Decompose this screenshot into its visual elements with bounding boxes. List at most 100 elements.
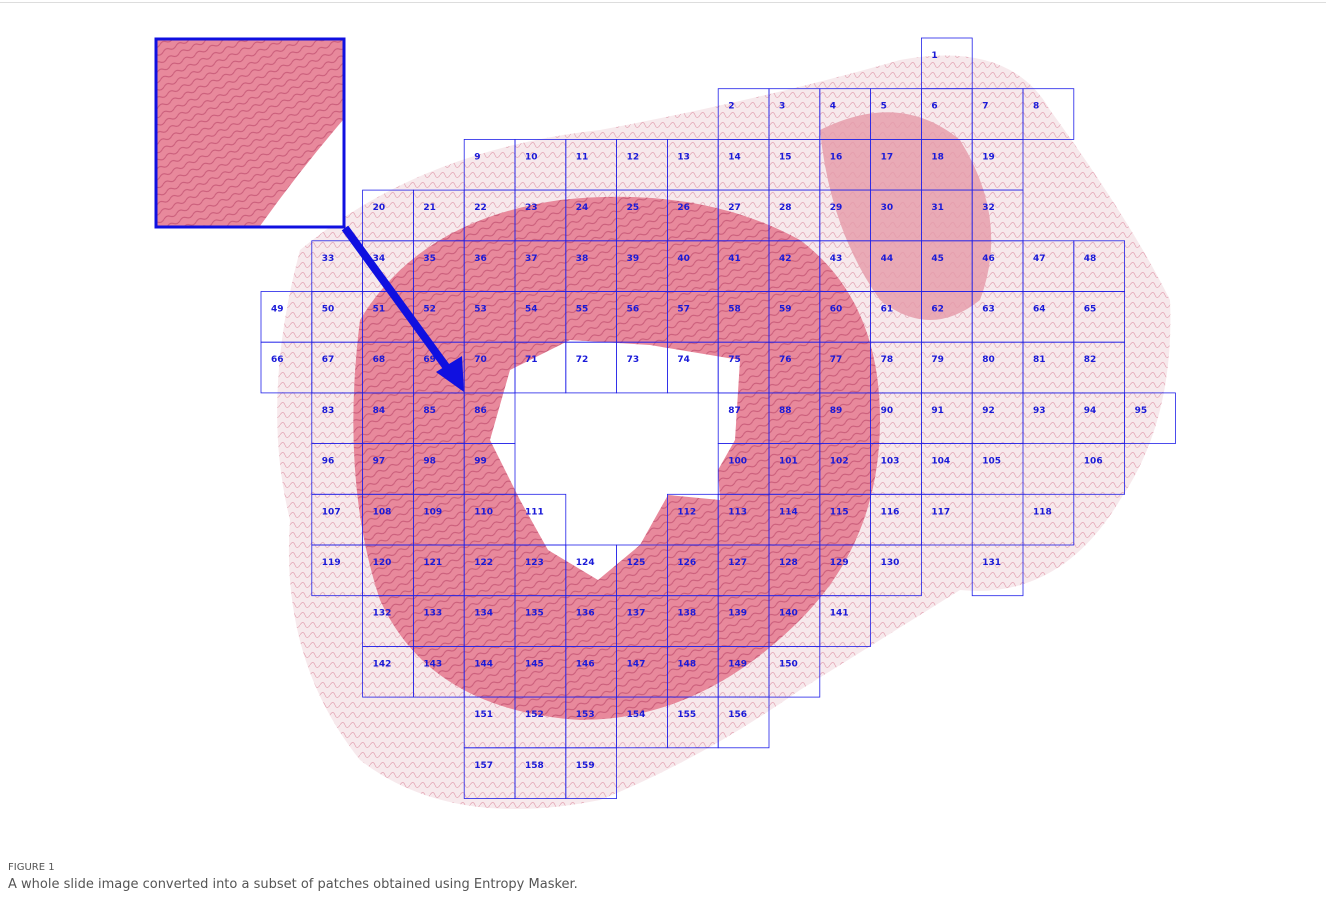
page: 1234567891011121314151617181920212223242… [0,0,1326,924]
patch-label: 33 [322,254,335,264]
patch-label: 78 [881,355,894,365]
patch-label: 46 [982,254,995,264]
patch-label: 102 [830,457,849,467]
patch-label: 73 [627,355,640,365]
patch-label: 27 [728,203,741,213]
patch-label: 84 [373,406,386,416]
patch-label: 92 [982,406,995,416]
patch-label: 145 [525,659,544,669]
patch-label: 154 [627,710,646,720]
patch-label: 64 [1033,305,1046,315]
patch-label: 156 [728,710,747,720]
patch-label: 45 [931,254,944,264]
patch-label: 137 [627,609,646,619]
patch-label: 88 [779,406,792,416]
patch-label: 159 [576,761,595,771]
patch-label: 6 [931,102,937,112]
patch-label: 120 [373,558,392,568]
patch-label: 115 [830,507,849,517]
patch-label: 53 [474,305,487,315]
patch-label: 13 [677,152,690,162]
patch-label: 71 [525,355,538,365]
patch-label: 54 [525,305,538,315]
patch-label: 55 [576,305,589,315]
patch-label: 19 [982,152,995,162]
patch-label: 26 [677,203,690,213]
patch-label: 3 [779,102,785,112]
patch-label: 83 [322,406,335,416]
patch-label: 65 [1084,305,1097,315]
patch-label: 143 [423,659,442,669]
patch-label: 68 [373,355,386,365]
patch-label: 153 [576,710,595,720]
patch-label: 50 [322,305,335,315]
patch-label: 141 [830,609,849,619]
patch-label: 97 [373,457,386,467]
patch-label: 118 [1033,507,1052,517]
patch-label: 25 [627,203,640,213]
patch-label: 148 [677,659,696,669]
patch-label: 4 [830,102,836,112]
patch-label: 10 [525,152,538,162]
patch-label: 21 [423,203,436,213]
patch-label: 133 [423,609,442,619]
patch-label: 119 [322,558,341,568]
patch-label: 17 [881,152,894,162]
patch-label: 142 [373,659,392,669]
patch-label: 48 [1084,254,1097,264]
patch-label: 104 [931,457,950,467]
patch-label: 108 [373,507,392,517]
patch-label: 100 [728,457,747,467]
patch-label: 9 [474,152,480,162]
patch-label: 136 [576,609,595,619]
patch-label: 103 [881,457,900,467]
patch-label: 135 [525,609,544,619]
patch-label: 15 [779,152,792,162]
patch-label: 20 [373,203,386,213]
patch-label: 107 [322,507,341,517]
patch-label: 5 [881,102,887,112]
patch-label: 95 [1135,406,1148,416]
patch-label: 123 [525,558,544,568]
patch-label: 147 [627,659,646,669]
patch-label: 94 [1084,406,1097,416]
patch-label: 90 [881,406,894,416]
patch-label: 23 [525,203,538,213]
patch-label: 59 [779,305,792,315]
patch-label: 16 [830,152,843,162]
patch-label: 140 [779,609,798,619]
patch-label: 62 [931,305,944,315]
patch-label: 56 [627,305,640,315]
patch-label: 91 [931,406,944,416]
patch-label: 93 [1033,406,1046,416]
patch-label: 149 [728,659,747,669]
figure-caption: A whole slide image converted into a sub… [8,877,578,892]
patch-label: 122 [474,558,493,568]
patch-label: 155 [677,710,696,720]
patch-label: 66 [271,355,284,365]
patch-label: 36 [474,254,487,264]
figure-label: FIGURE 1 [8,862,55,873]
patch-label: 80 [982,355,995,365]
patch-label: 61 [881,305,894,315]
patch-label: 131 [982,558,1001,568]
patch-label: 98 [423,457,436,467]
patch-label: 127 [728,558,747,568]
patch-label: 85 [423,406,436,416]
tissue [277,56,1170,809]
patch-label: 76 [779,355,792,365]
patch-label: 157 [474,761,493,771]
patch-label: 125 [627,558,646,568]
patch-label: 110 [474,507,493,517]
patch-label: 72 [576,355,589,365]
patch-label: 134 [474,609,493,619]
patch-label: 30 [881,203,894,213]
patch-label: 79 [931,355,944,365]
patch-label: 49 [271,305,284,315]
patch-label: 138 [677,609,696,619]
patch-label: 39 [627,254,640,264]
patch-label: 7 [982,102,988,112]
patch-label: 99 [474,457,487,467]
patch-label: 44 [881,254,894,264]
